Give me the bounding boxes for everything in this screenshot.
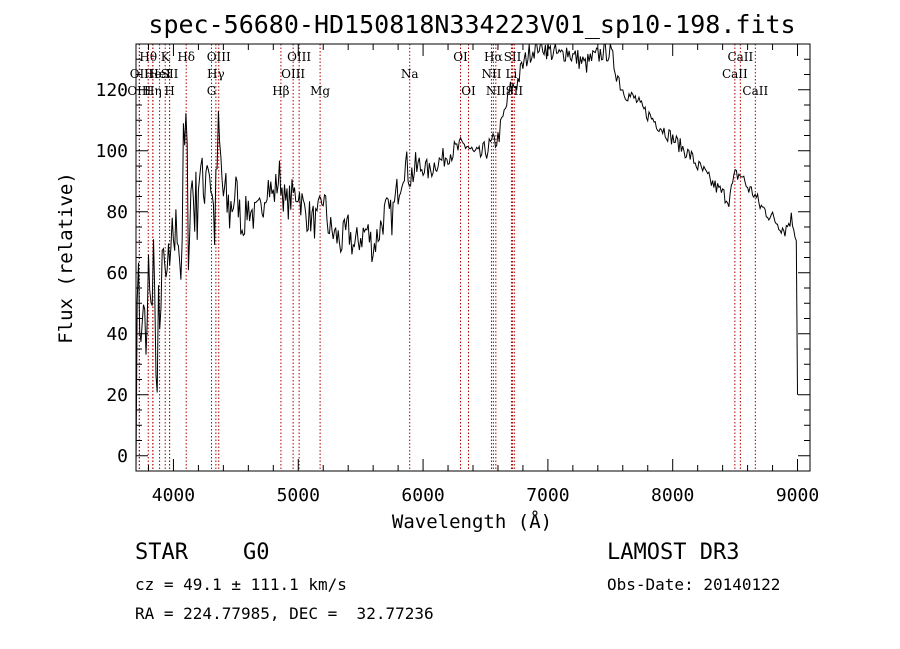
line-label: OI — [461, 84, 476, 98]
object-class: STAR — [135, 540, 188, 565]
x-tick-label: 5000 — [277, 485, 320, 506]
x-axis: 4000 5000 6000 7000 8000 9000 — [147, 44, 819, 506]
chart-title: spec-56680-HD150818N334223V01_sp10-198.f… — [148, 10, 795, 39]
line-label: Hδ — [177, 50, 195, 64]
y-tick-label: 100 — [95, 141, 128, 162]
line-label: SII — [504, 50, 522, 64]
y-tick-label: 20 — [106, 385, 128, 406]
line-label: Mg — [310, 84, 330, 98]
line-label: CaII — [742, 84, 768, 98]
y-tick-label: 40 — [106, 324, 128, 345]
x-tick-label: 9000 — [776, 485, 819, 506]
redshift-cz: cz = 49.1 ± 111.1 km/s — [135, 575, 347, 594]
line-markers — [138, 44, 756, 471]
line-label: Hα — [484, 50, 503, 64]
line-label: Na — [401, 67, 419, 81]
line-label: CaII — [722, 67, 748, 81]
line-label: HeI — [148, 67, 171, 81]
survey-name: LAMOST DR3 — [607, 540, 740, 565]
obs-date: Obs-Date: 20140122 — [607, 575, 781, 594]
x-tick-label: 8000 — [651, 485, 694, 506]
line-label: CaII — [727, 50, 753, 64]
object-subclass: G0 — [243, 540, 270, 565]
plot-frame — [135, 43, 811, 472]
line-label: K — [161, 50, 171, 64]
line-label: Hη — [144, 84, 162, 98]
line-label: OIII — [287, 50, 311, 64]
y-tick-label: 80 — [106, 202, 128, 223]
spectrum-line — [135, 43, 798, 472]
line-label: NII — [486, 84, 506, 98]
line-label: He — [144, 67, 162, 81]
x-tick-label: 4000 — [152, 485, 195, 506]
y-tick-label: 120 — [95, 80, 128, 101]
x-tick-label: 7000 — [526, 485, 569, 506]
line-label: SII — [161, 67, 179, 81]
line-label: G — [207, 84, 217, 98]
line-label: OIII — [127, 84, 151, 98]
y-axis-label: Flux (relative) — [55, 172, 77, 344]
y-axis: 0 20 40 60 80 100 120 — [95, 58, 810, 467]
line-label: Li — [506, 67, 518, 81]
line-label: OIII — [207, 50, 231, 64]
line-label: H — [164, 84, 174, 98]
line-label: OIII — [281, 67, 305, 81]
line-label: Hβ — [272, 84, 289, 98]
line-label: Hθ — [139, 50, 157, 64]
y-tick-label: 60 — [106, 263, 128, 284]
line-label: NII — [481, 67, 501, 81]
line-label: SII — [505, 84, 523, 98]
y-tick-label: 0 — [117, 446, 128, 467]
x-tick-label: 6000 — [401, 485, 444, 506]
line-label: Hγ — [207, 67, 225, 81]
x-axis-label: Wavelength (Å) — [392, 510, 552, 533]
ra-dec: RA = 224.77985, DEC = 32.77236 — [135, 604, 434, 623]
line-label: OI — [453, 50, 468, 64]
